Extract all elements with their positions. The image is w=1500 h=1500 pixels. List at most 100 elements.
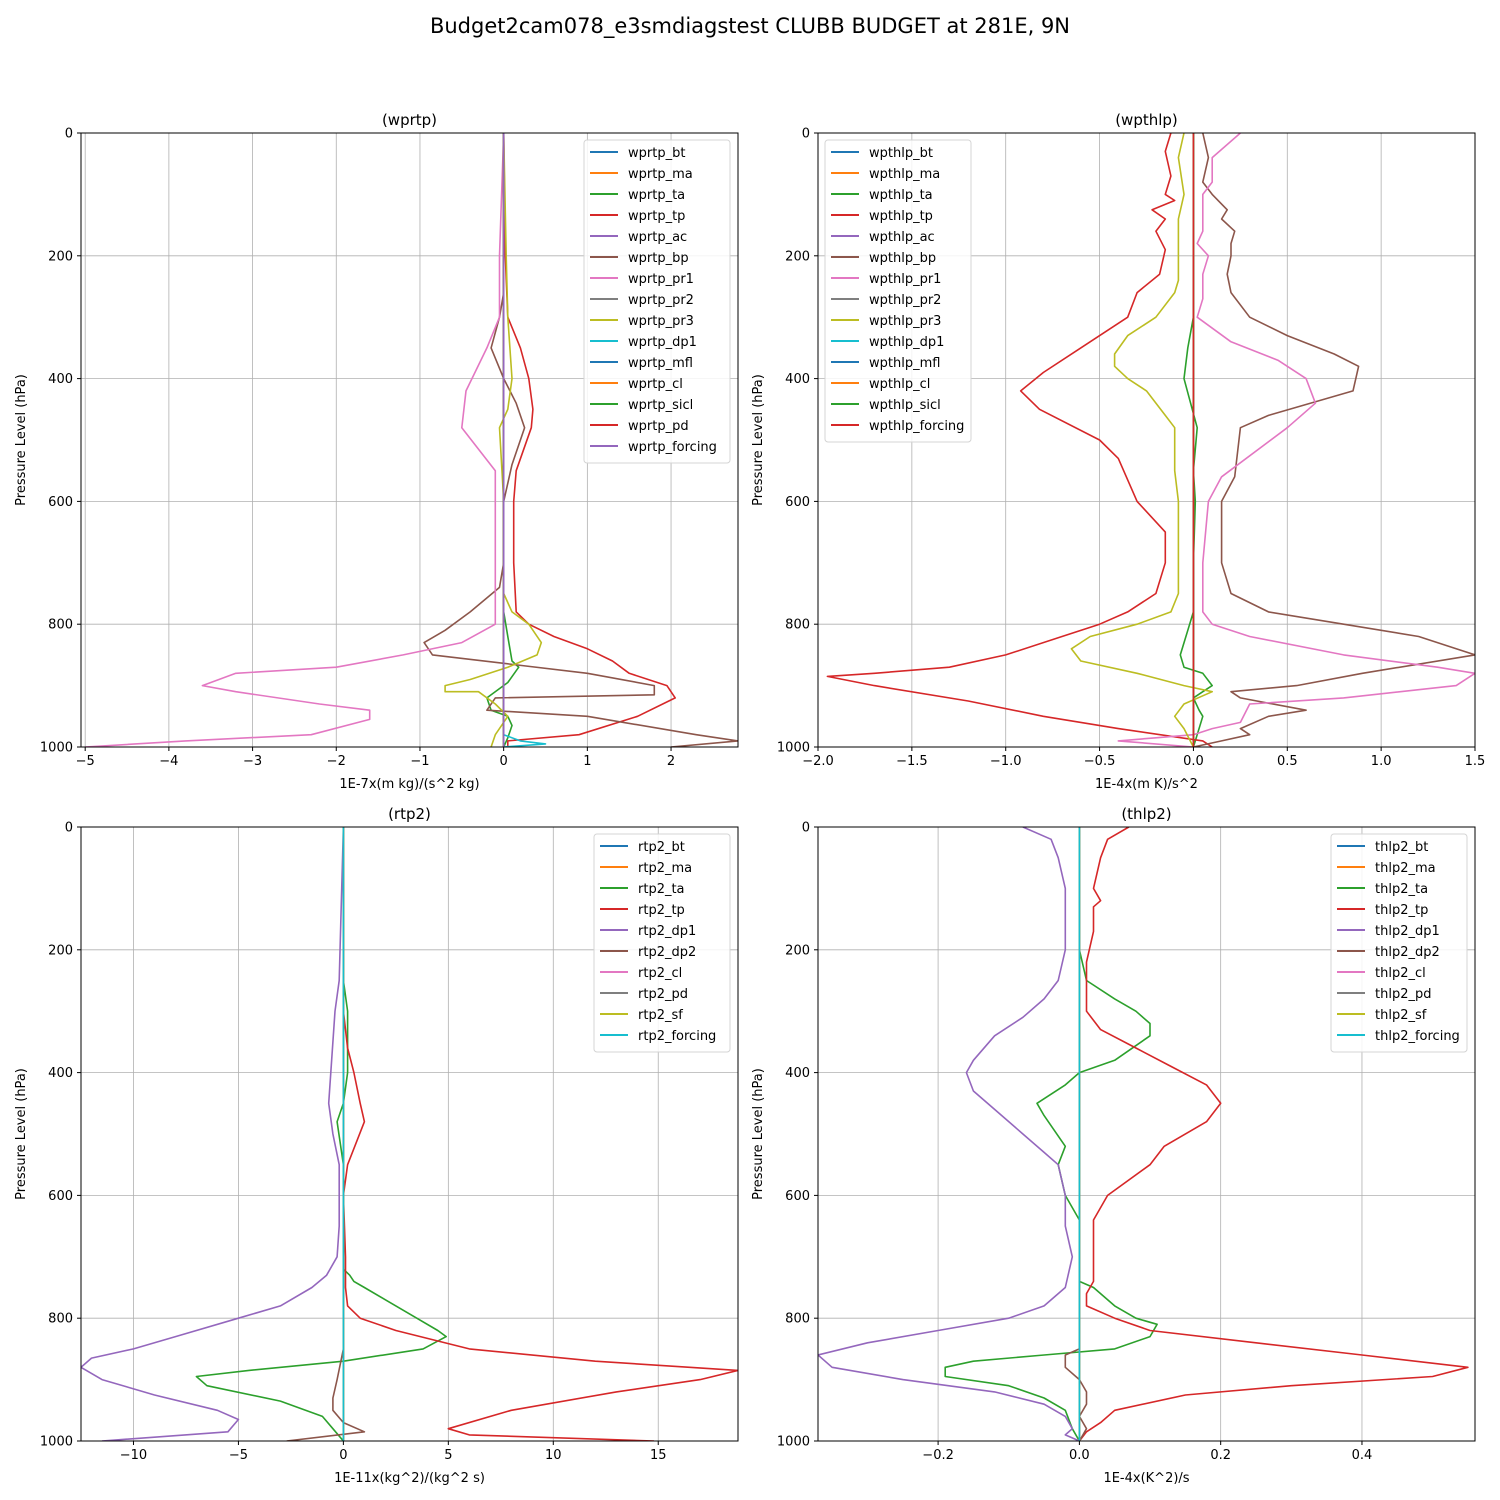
y-tick-label: 800 <box>48 618 73 633</box>
series-line-thlp2_dp1 <box>818 827 1080 1441</box>
legend-frame <box>583 139 731 464</box>
y-tick-label: 800 <box>785 618 810 633</box>
series-line-rtp2_tp <box>342 827 738 1441</box>
legend-label: wprtp_tp <box>628 209 685 224</box>
legend-label: wpthlp_mfl <box>869 356 940 371</box>
y-tick-label: 1000 <box>40 741 73 756</box>
series-line-wpthlp_bp <box>1193 133 1475 747</box>
legend-label: wpthlp_bp <box>869 251 936 266</box>
x-tick-label: 1 <box>583 754 591 769</box>
x-tick-label: −3 <box>243 754 262 769</box>
series-line-wprtp_ta <box>486 133 520 747</box>
x-tick-label: 0.0 <box>1069 1448 1090 1463</box>
legend-label: wpthlp_forcing <box>869 419 964 434</box>
series-line-wprtp_dp1 <box>502 133 547 747</box>
legend-label: rtp2_tp <box>638 903 685 918</box>
y-tick-label: 200 <box>48 249 73 264</box>
axes-frame <box>80 132 739 748</box>
legend-label: wprtp_mfl <box>628 356 693 371</box>
legend-label: wprtp_ma <box>628 167 693 182</box>
x-tick-label: 0 <box>500 754 508 769</box>
x-axis-label: 1E-11x(kg^2)/(kg^2 s) <box>334 1471 485 1486</box>
y-tick-label: 0 <box>802 821 810 836</box>
x-tick-label: −1.5 <box>896 754 928 769</box>
x-tick-label: 0.0 <box>1183 754 1204 769</box>
x-axis-label: 1E-4x(m K)/s^2 <box>1095 777 1198 792</box>
legend-frame <box>824 139 972 443</box>
series-line-wprtp_pr1 <box>85 133 505 747</box>
legend-label: wpthlp_dp1 <box>869 335 944 350</box>
legend-label: thlp2_bt <box>1375 840 1428 855</box>
panel-title: (wprtp) <box>382 111 437 129</box>
legend-label: wprtp_pr1 <box>628 272 694 287</box>
y-axis-label: Pressure Level (hPa) <box>751 1068 766 1200</box>
axes-frame <box>817 826 1476 1442</box>
legend-label: thlp2_ta <box>1375 882 1428 897</box>
series-line-rtp2_dp1 <box>81 827 345 1441</box>
legend-label: thlp2_forcing <box>1375 1029 1460 1044</box>
y-tick-label: 800 <box>48 1312 73 1327</box>
y-tick-label: 200 <box>785 249 810 264</box>
x-tick-label: −5 <box>229 1448 248 1463</box>
figure-title: Budget2cam078_e3smdiagstest CLUBB BUDGET… <box>429 14 1071 38</box>
legend-label: wprtp_dp1 <box>628 335 697 350</box>
legend-label: rtp2_forcing <box>638 1029 716 1044</box>
legend-label: wprtp_ta <box>628 188 685 203</box>
x-tick-label: −0.2 <box>922 1448 954 1463</box>
x-tick-label: −1 <box>410 754 429 769</box>
y-tick-label: 400 <box>785 1066 810 1081</box>
legend-label: thlp2_pd <box>1375 987 1431 1002</box>
x-tick-label: −4 <box>159 754 178 769</box>
x-tick-label: 15 <box>650 1448 667 1463</box>
legend-label: thlp2_sf <box>1375 1008 1427 1023</box>
legend-label: wprtp_sicl <box>628 398 693 413</box>
x-tick-label: 0.2 <box>1210 1448 1231 1463</box>
y-axis-label: Pressure Level (hPa) <box>14 1068 29 1200</box>
series-line-thlp2_ta <box>944 827 1158 1441</box>
x-tick-label: −2.0 <box>802 754 834 769</box>
series-line-rtp2_ta <box>195 827 448 1441</box>
panel-0: −5 −4 −3 −2 −1 0 1 2 0 200 400 600 800 1000 (wprtp) 1E-… <box>14 111 739 792</box>
legend-label: wpthlp_cl <box>869 377 930 392</box>
x-tick-label: −1.0 <box>990 754 1022 769</box>
legend-label: wpthlp_ac <box>869 230 935 245</box>
y-tick-label: 600 <box>785 1189 810 1204</box>
y-tick-label: 400 <box>785 372 810 387</box>
axes-frame <box>817 132 1476 748</box>
legend: thlp2_bt thlp2_ma thlp2_ta thlp2_tp thlp2_dp… <box>1330 833 1468 1053</box>
y-tick-label: 0 <box>65 127 73 142</box>
series-line-wpthlp_tp <box>826 133 1213 747</box>
legend-label: thlp2_tp <box>1375 903 1428 918</box>
y-tick-label: 0 <box>65 821 73 836</box>
x-tick-label: −10 <box>120 1448 147 1463</box>
panel-title: (thlp2) <box>1121 805 1171 823</box>
series-line-wpthlp_pr3 <box>1070 133 1213 747</box>
y-axis-label: Pressure Level (hPa) <box>14 374 29 506</box>
legend-label: wpthlp_pr3 <box>869 314 941 329</box>
x-axis-label: 1E-7x(m kg)/(s^2 kg) <box>339 777 479 792</box>
y-tick-label: 400 <box>48 372 73 387</box>
panel-2: −10 −5 0 5 10 15 0 200 400 600 800 1000 (rtp2) 1E-11x… <box>14 805 739 1486</box>
y-axis-label: Pressure Level (hPa) <box>751 374 766 506</box>
legend-label: wprtp_pr3 <box>628 314 694 329</box>
legend: wprtp_bt wprtp_ma wprtp_ta wprtp_tp wprtp_ac… <box>583 139 731 464</box>
legend-label: thlp2_dp1 <box>1375 924 1440 939</box>
panel-title: (rtp2) <box>388 805 431 823</box>
y-tick-label: 200 <box>785 943 810 958</box>
y-tick-label: 1000 <box>777 1435 810 1450</box>
legend-label: rtp2_cl <box>638 966 682 981</box>
x-tick-label: −5 <box>76 754 95 769</box>
legend-label: wprtp_forcing <box>628 440 717 455</box>
y-tick-label: 1000 <box>777 741 810 756</box>
legend-label: wprtp_pd <box>628 419 689 434</box>
x-tick-label: 2 <box>667 754 675 769</box>
legend-label: wprtp_bt <box>628 146 685 161</box>
legend-label: wpthlp_pr2 <box>869 293 941 308</box>
y-tick-label: 600 <box>48 1189 73 1204</box>
x-tick-label: 0.4 <box>1352 1448 1373 1463</box>
legend-label: wpthlp_bt <box>869 146 933 161</box>
legend-label: rtp2_dp2 <box>638 945 696 960</box>
legend-label: thlp2_dp2 <box>1375 945 1440 960</box>
legend-label: wpthlp_pr1 <box>869 272 941 287</box>
